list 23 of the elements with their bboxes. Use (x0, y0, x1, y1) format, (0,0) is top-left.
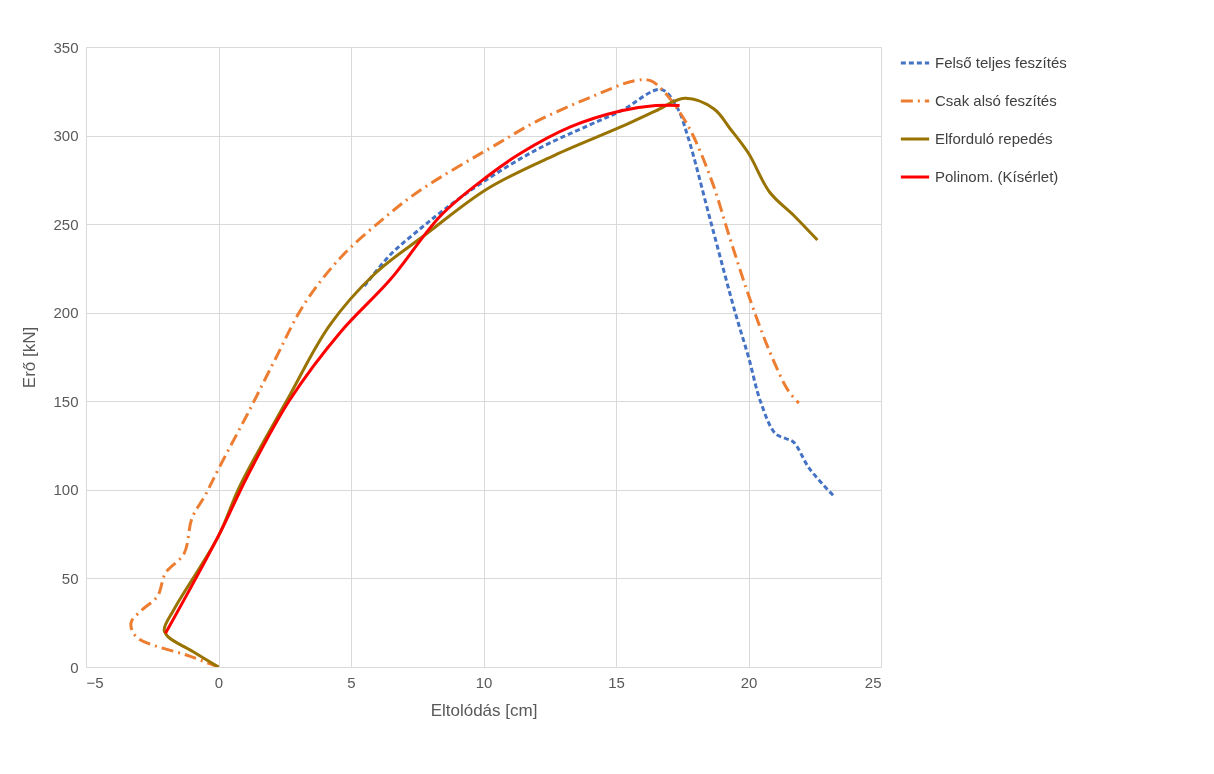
x-tick-label: 25 (864, 673, 882, 691)
y-tick-label: 150 (53, 392, 79, 410)
legend-label: Elforduló repedés (935, 130, 1053, 147)
y-tick-label: 200 (53, 304, 79, 322)
x-tick-label: 20 (740, 673, 758, 691)
x-tick-label: 10 (475, 673, 493, 691)
y-tick-label: 350 (53, 38, 79, 56)
y-tick-label: 0 (70, 658, 79, 676)
x-tick-label: 0 (214, 673, 224, 691)
y-tick-label: 100 (53, 481, 79, 499)
legend-label: Csak alsó feszítés (935, 92, 1057, 109)
legend-label: Felső teljes feszítés (935, 54, 1067, 71)
x-tick-label: −5 (86, 673, 104, 691)
x-tick-label: 5 (347, 673, 356, 691)
y-tick-label: 250 (53, 215, 79, 233)
x-tick-label: 15 (608, 673, 625, 691)
y-tick-label: 300 (53, 127, 79, 145)
x-axis-title: Eltolódás [cm] (430, 700, 538, 720)
line-series (362, 88, 837, 499)
legend-label: Polinom. (Kísérlet) (935, 168, 1059, 185)
y-tick-label: 50 (61, 569, 79, 587)
y-axis-title: Erő [kN] (20, 326, 40, 389)
line-series (164, 103, 682, 635)
